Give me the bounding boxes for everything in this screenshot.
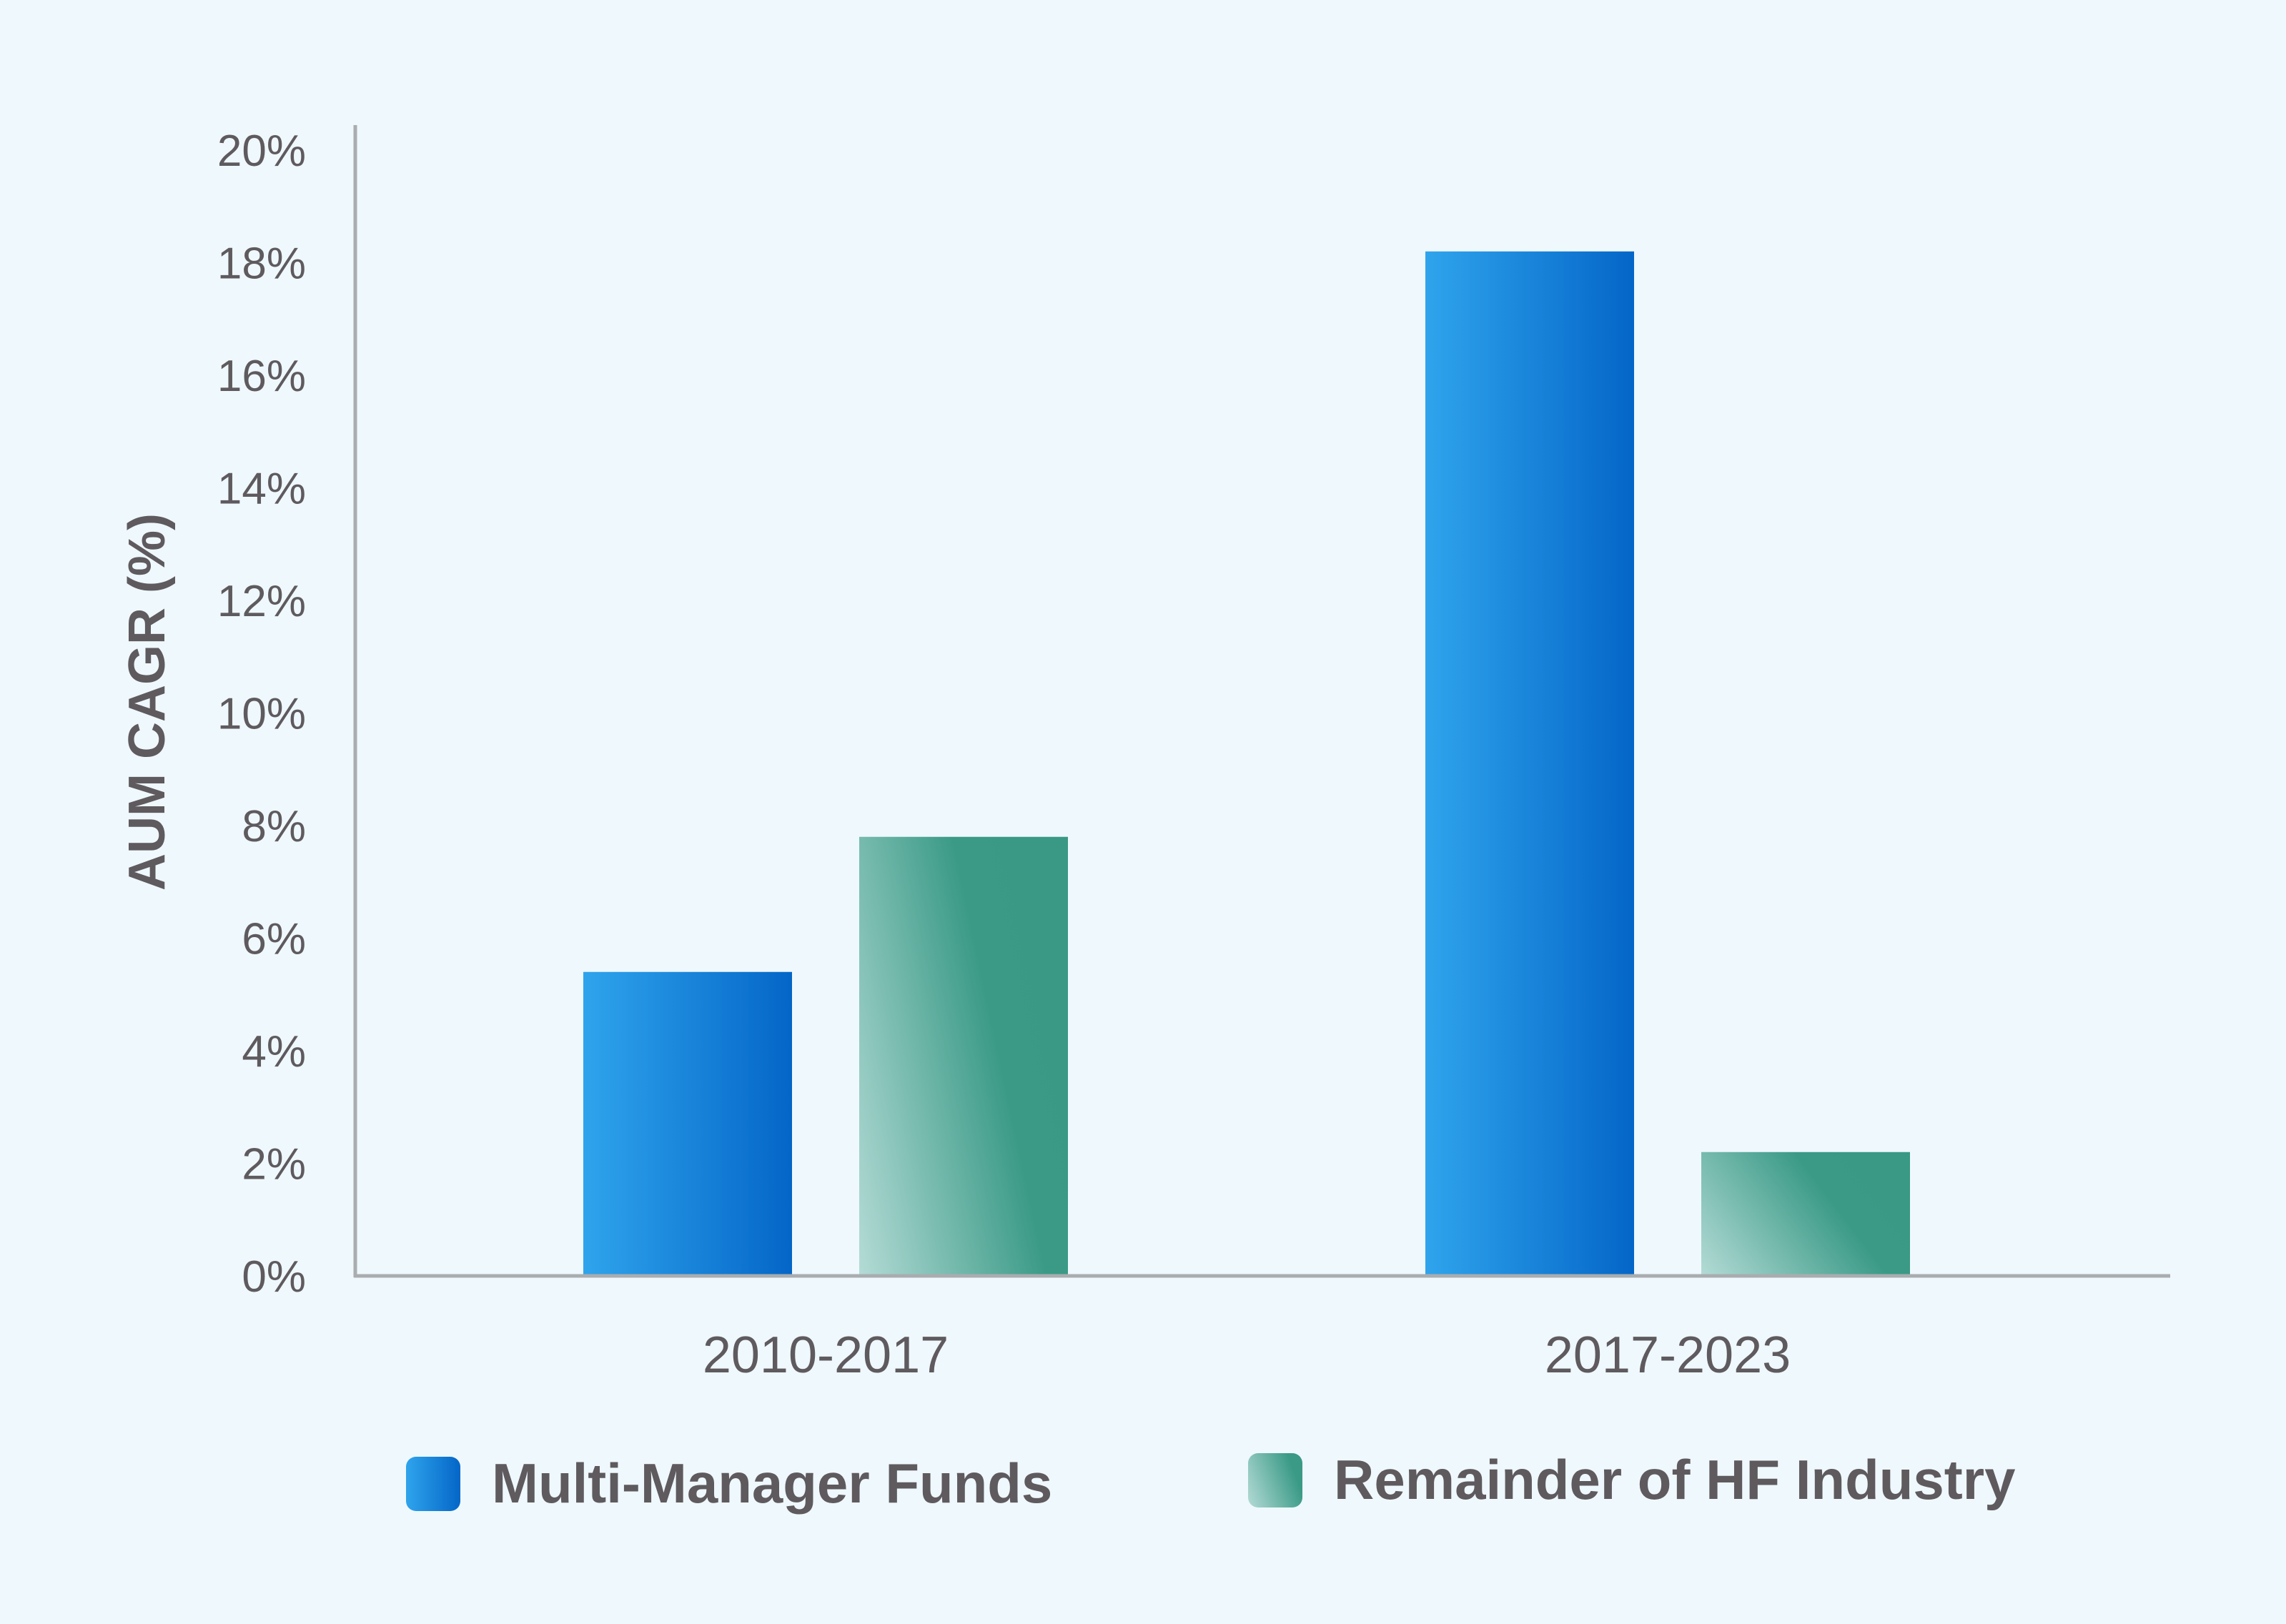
- bar-remainder-0: [859, 836, 1068, 1276]
- y-tick-label: 2%: [242, 1140, 306, 1189]
- y-tick-label: 20%: [217, 127, 306, 176]
- y-tick-label: 0%: [242, 1252, 306, 1302]
- y-tick-label: 12%: [217, 577, 306, 626]
- x-category-label: 2010-2017: [703, 1327, 949, 1384]
- legend-item-remainder: Remainder of HF Industry: [1248, 1447, 2015, 1512]
- legend-label: Multi-Manager Funds: [492, 1452, 1053, 1515]
- y-tick-label: 18%: [217, 239, 306, 289]
- bar-multi-manager-1: [1425, 251, 1634, 1276]
- y-tick-label: 6%: [242, 915, 306, 964]
- bar-remainder-1: [1701, 1152, 1910, 1276]
- legend-swatch-blue: [406, 1456, 460, 1511]
- y-tick-label: 14%: [217, 465, 306, 514]
- x-axis-categories: 2010-2017 2017-2023: [703, 1327, 1791, 1384]
- legend-item-multi-manager: Multi-Manager Funds: [406, 1451, 1052, 1516]
- y-tick-label: 4%: [242, 1027, 306, 1076]
- y-axis-label: AUM CAGR (%): [119, 513, 176, 891]
- y-tick-label: 16%: [217, 352, 306, 401]
- y-tick-label: 10%: [217, 690, 306, 739]
- y-tick-label: 8%: [242, 802, 306, 851]
- x-category-label: 2017-2023: [1545, 1327, 1791, 1384]
- legend-swatch-green: [1248, 1452, 1302, 1507]
- bars: [583, 251, 1910, 1276]
- legend-label: Remainder of HF Industry: [1334, 1448, 2016, 1511]
- y-axis-ticks: 0% 2% 4% 6% 8% 10% 12% 14% 16% 18% 20%: [217, 127, 306, 1302]
- bar-multi-manager-0: [583, 971, 792, 1276]
